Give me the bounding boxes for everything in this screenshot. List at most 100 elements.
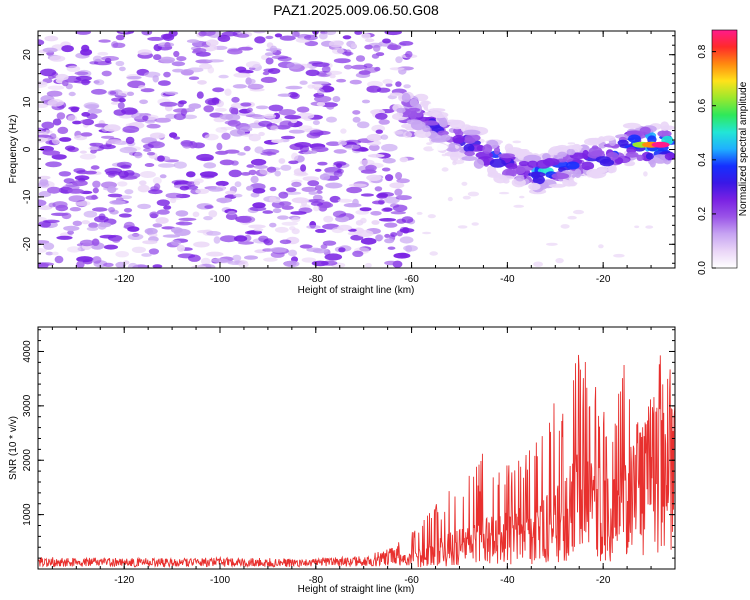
spectrogram-noise-cell <box>75 31 91 35</box>
spectrogram-y-tick-label: -20 <box>22 237 33 252</box>
spectrogram-noise-cell <box>249 183 266 191</box>
spectrogram-noise-cell <box>342 51 354 56</box>
spectrogram-noise-cell <box>211 258 229 263</box>
spectrogram-noise-cell <box>346 186 362 194</box>
spectrogram-noise-cell <box>310 201 324 206</box>
spectrogram-noise-cell <box>225 190 236 195</box>
spectrogram-noise-cell <box>270 247 287 253</box>
spectrogram-noise-cell <box>378 199 385 205</box>
spectrogram-noise-cell <box>173 50 180 58</box>
spectrogram-noise-cell <box>233 72 251 78</box>
spectrogram-noise-cell <box>258 120 273 127</box>
spectrogram-noise-cell <box>293 172 309 177</box>
colorbar-tick-label: 0.6 <box>697 98 708 112</box>
spectrogram-noise-cell <box>186 181 197 187</box>
spectrogram-noise-cell <box>194 180 200 186</box>
spectrogram-noise-cell <box>164 42 171 49</box>
spectrogram-noise-cell <box>38 137 46 143</box>
spectrogram-noise-cell <box>288 129 305 134</box>
spectrogram-noise-cell <box>47 85 65 90</box>
spectrogram-noise-cell <box>560 224 570 229</box>
spectrogram-noise-cell <box>234 235 248 242</box>
spectrogram-signal-cell <box>587 137 604 144</box>
spectrogram-noise-cell <box>111 236 121 243</box>
spectrogram-noise-cell <box>260 76 277 83</box>
spectrogram-noise-cell <box>197 80 207 85</box>
spectrogram-noise-cell <box>38 103 48 108</box>
spectrogram-noise-cell <box>338 247 346 253</box>
spectrogram-noise-cell <box>141 253 152 257</box>
spectrogram-noise-cell <box>216 142 223 151</box>
spectrogram-noise-cell <box>240 102 252 107</box>
spectrogram-noise-cell <box>158 80 171 86</box>
spectrogram-noise-cell <box>178 100 187 105</box>
spectrogram-noise-cell <box>271 139 284 144</box>
spectrogram-noise-cell <box>301 257 316 263</box>
spectrogram-noise-cell <box>347 231 357 236</box>
spectrogram-noise-cell <box>175 221 193 226</box>
spectrogram-noise-cell <box>318 72 327 77</box>
spectrogram-noise-cell <box>238 69 254 74</box>
spectrogram-noise-cell <box>364 38 375 43</box>
spectrogram-noise-cell <box>250 175 259 184</box>
spectrogram-noise-cell <box>152 264 163 268</box>
spectrogram-noise-cell <box>389 182 405 189</box>
spectrogram-noise-cell <box>281 205 294 210</box>
spectrogram-noise-cell <box>634 225 640 229</box>
spectrogram-noise-cell <box>163 71 171 78</box>
spectrogram-noise-cell <box>173 136 181 140</box>
snr-y-tick-label: 4000 <box>22 340 33 363</box>
spectrogram-noise-cell <box>241 172 251 176</box>
spectrogram-noise-cell <box>286 62 302 70</box>
spectrogram-noise-cell <box>239 126 253 132</box>
spectrogram-noise-cell <box>67 246 82 253</box>
spectrogram-noise-cell <box>277 215 289 220</box>
spectrogram-noise-cell <box>277 56 292 62</box>
spectrogram-noise-cell <box>83 210 98 218</box>
spectrogram-noise-cell <box>92 187 99 194</box>
spectrogram-noise-cell <box>159 101 178 107</box>
spectrogram-noise-cell <box>301 186 317 192</box>
spectrogram-noise-cell <box>382 78 393 85</box>
spectrogram-noise-cell <box>381 207 393 212</box>
spectrogram-noise-cell <box>471 222 479 226</box>
spectrogram-noise-cell <box>67 115 78 122</box>
spectrogram-signal-cell <box>626 151 639 158</box>
spectrogram-noise-cell <box>238 241 254 245</box>
spectrogram-signal-cell <box>588 146 603 157</box>
spectrogram-noise-cell <box>55 73 69 81</box>
spectrogram-noise-cell <box>429 251 439 256</box>
spectrogram-noise-cell <box>148 248 159 255</box>
spectrogram-noise-cell <box>352 198 359 206</box>
spectrogram-noise-cell <box>277 93 293 97</box>
spectrogram-noise-cell <box>352 116 361 123</box>
spectrogram-noise-cell <box>139 99 149 105</box>
spectrogram-noise-cell <box>363 63 373 68</box>
spectrogram-noise-cell <box>361 99 371 104</box>
spectrogram-signal-cell <box>463 129 481 136</box>
spectrogram-noise-cell <box>426 142 433 146</box>
spectrogram-noise-cell <box>381 143 398 152</box>
spectrogram-noise-cell <box>567 215 577 220</box>
spectrogram-noise-cell <box>250 192 260 198</box>
spectrogram-noise-cell <box>227 120 241 127</box>
spectrogram-noise-cell <box>182 141 192 149</box>
spectrogram-noise-cell <box>137 203 152 210</box>
spectrogram-noise-cell <box>343 64 353 70</box>
spectrogram-noise-cell <box>155 217 169 224</box>
spectrogram-noise-cell <box>127 226 140 232</box>
spectrogram-noise-cell <box>208 187 224 192</box>
spectrogram-noise-cell <box>283 260 300 268</box>
spectrogram-noise-cell <box>403 131 413 138</box>
spectrogram-noise-cell <box>302 176 320 182</box>
spectrogram-noise-cell <box>498 191 510 195</box>
spectrogram-noise-cell <box>149 211 159 218</box>
spectrogram-noise-cell <box>382 38 391 44</box>
spectrogram-noise-cell <box>598 244 604 249</box>
spectrogram-signal-cell <box>565 161 580 170</box>
spectrogram-noise-cell <box>306 247 323 252</box>
spectrogram-noise-cell <box>58 171 72 177</box>
spectrogram-noise-cell <box>91 194 98 200</box>
spectrogram-noise-cell <box>101 135 115 139</box>
spectrogram-noise-cell <box>289 226 296 231</box>
